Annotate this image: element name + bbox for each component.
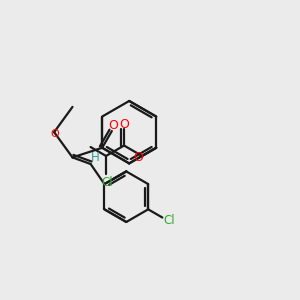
Text: Cl: Cl [163, 214, 175, 227]
Text: Cl: Cl [101, 176, 112, 188]
Text: O: O [119, 118, 129, 130]
Text: O: O [108, 119, 118, 132]
Text: O: O [133, 151, 143, 164]
Text: O: O [50, 129, 59, 139]
Text: H: H [91, 151, 100, 164]
